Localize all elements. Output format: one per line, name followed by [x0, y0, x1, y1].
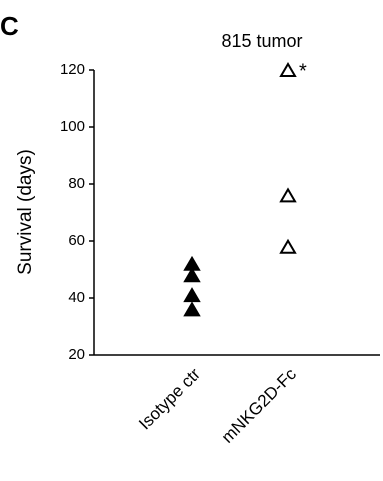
y-tick-label: 100 [60, 118, 85, 135]
chart-title: 815 tumor [221, 31, 302, 51]
y-tick-label: 60 [68, 232, 85, 249]
panel-label: C [0, 11, 19, 41]
data-point [183, 255, 201, 271]
data-point [279, 238, 297, 254]
data-point [279, 187, 297, 203]
data-point [183, 267, 201, 283]
y-tick-label: 20 [68, 346, 85, 363]
annotation: * [299, 60, 307, 82]
y-axis-label: Survival (days) [15, 149, 36, 275]
data-point [279, 62, 297, 77]
data-point [183, 301, 201, 317]
x-tick-label: Isotype ctr [135, 364, 204, 433]
x-tick-label: mNKG2D-Fc [218, 364, 301, 447]
data-point [183, 287, 201, 303]
y-tick-label: 80 [68, 175, 85, 192]
y-tick-label: 40 [68, 289, 85, 306]
y-tick-label: 120 [60, 61, 85, 78]
